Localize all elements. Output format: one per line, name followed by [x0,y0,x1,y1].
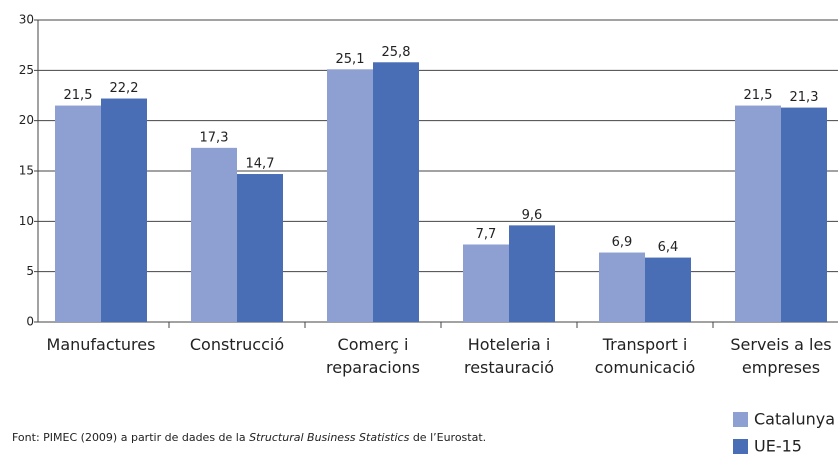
source-note: Font: PIMEC (2009) a partir de dades de … [12,431,486,444]
x-tick-line: empreses [742,358,820,377]
x-tick-line: comunicació [595,358,696,377]
value-label: 25,8 [382,45,411,60]
value-label: 9,6 [522,208,543,223]
x-tick-line: Construcció [190,335,284,354]
value-label: 25,1 [336,52,365,67]
note-text: Structural Business Statistics [249,431,409,444]
x-tick-label: Comerç i reparacions [326,335,420,377]
x-tick-label: Manufactures [47,335,156,354]
note-text: de l’Eurostat. [409,431,486,444]
x-tick-label: Hoteleria i restauració [464,335,554,377]
y-tick-label: 30 [19,13,34,27]
bar [463,244,509,322]
value-label: 14,7 [246,157,275,172]
bar [373,62,419,322]
y-tick-label: 0 [26,315,34,329]
y-tick-label: 25 [19,63,34,77]
bar [781,107,827,322]
x-tick-line: Hoteleria i [468,335,551,354]
x-tick-line: reparacions [326,358,420,377]
bar [735,105,781,322]
value-label: 21,3 [790,90,819,105]
value-label: 21,5 [64,88,93,103]
value-label: 6,4 [658,240,679,255]
bar [645,257,691,322]
x-tick-label: Construcció [190,335,284,354]
bar [327,69,373,323]
bar [55,105,101,322]
y-tick-label: 20 [19,113,34,127]
x-tick-line: Transport i [602,335,688,354]
x-tick-line: Comerç i [338,335,409,354]
y-tick-label: 10 [19,214,34,228]
y-tick-label: 5 [26,264,34,278]
bar [509,225,555,322]
value-label: 7,7 [476,227,497,242]
value-label: 17,3 [200,130,229,145]
legend-label: Catalunya [754,410,835,429]
x-tick-label: Transport i comunicació [595,335,696,377]
note-text: Font: PIMEC (2009) a partir de dades de … [12,431,249,444]
y-tick-label: 15 [19,164,34,178]
legend-label: UE-15 [754,437,802,456]
value-label: 21,5 [744,88,773,103]
bar [237,174,283,322]
legend-swatch [733,412,748,427]
x-tick-label: Serveis a les empreses [730,335,831,377]
bar [101,98,147,323]
x-tick-line: restauració [464,358,554,377]
value-label: 22,2 [110,81,139,96]
x-tick-line: Serveis a les [730,335,831,354]
value-label: 6,9 [612,235,633,250]
legend-swatch [733,439,748,454]
bar [599,252,645,322]
x-tick-line: Manufactures [47,335,156,354]
bar [191,147,237,322]
